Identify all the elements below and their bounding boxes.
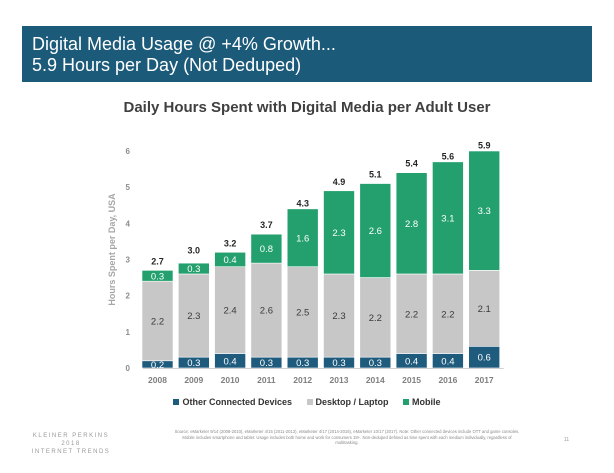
bar-value-label-mobile: 1.6	[296, 233, 309, 244]
bar-total-label: 2.7	[151, 256, 164, 266]
bar-value-label-other: 0.3	[260, 358, 273, 369]
bar-value-label-mobile: 0.3	[187, 264, 200, 275]
bar-value-label-desktop: 2.2	[405, 309, 418, 320]
bar-value-label-desktop: 2.4	[223, 306, 236, 317]
chart-title: Daily Hours Spent with Digital Media per…	[123, 99, 491, 116]
bar-segment-desktop	[359, 277, 392, 358]
bar-total-label: 5.9	[478, 141, 491, 151]
legend-swatch-desktop	[306, 399, 313, 405]
source-note: Source: eMarketer 9/14 (2008-2010), eMar…	[174, 429, 520, 446]
x-tick-label: 2016	[438, 375, 457, 385]
y-axis-title: Hours Spent per Day, USA	[107, 193, 117, 306]
x-tick-label: 2010	[221, 375, 240, 385]
y-tick-label: 0	[126, 364, 131, 373]
bar-segment-mobile	[468, 150, 501, 271]
bar-value-label-mobile: 2.8	[405, 219, 418, 230]
x-tick-label: 2014	[366, 375, 385, 385]
y-tick-label: 2	[126, 292, 131, 301]
bar-value-label-desktop: 2.6	[260, 306, 273, 317]
bar-segment-desktop	[286, 266, 319, 358]
legend-label-mobile: Mobile	[412, 397, 441, 407]
bar-value-label-other: 0.6	[478, 353, 491, 364]
bar-segment-desktop	[395, 273, 428, 354]
legend-swatch-mobile	[403, 399, 410, 405]
bar-value-label-other: 0.4	[223, 356, 236, 367]
bar-value-label-other: 0.2	[151, 360, 164, 371]
slide-title: Digital Media Usage @ +4% Growth...	[32, 34, 336, 54]
bar-segment-mobile	[359, 183, 392, 278]
bar-total-label: 4.3	[296, 198, 309, 208]
x-tick-label: 2015	[402, 375, 421, 385]
bar-value-label-mobile: 3.1	[441, 213, 454, 224]
bar-value-label-desktop: 2.2	[369, 313, 382, 324]
bar-segment-mobile	[432, 161, 464, 275]
bar-segment-mobile	[323, 190, 355, 275]
bar-value-label-other: 0.4	[441, 356, 454, 367]
bar-value-label-desktop: 2.3	[187, 311, 200, 322]
legend-label-other: Other Connected Devices	[182, 397, 292, 407]
bar-segment-mobile	[286, 208, 319, 268]
bar-total-label: 5.1	[369, 170, 382, 180]
bar-value-label-mobile: 2.6	[369, 226, 382, 237]
y-tick-label: 4	[126, 219, 131, 228]
bar-value-label-desktop: 2.1	[478, 304, 491, 315]
bar-value-label-other: 0.3	[296, 358, 309, 369]
bar-value-label-desktop: 2.3	[332, 311, 345, 322]
page-number: 11	[564, 437, 570, 443]
bar-total-label: 5.6	[442, 151, 455, 161]
bar-total-label: 3.0	[188, 246, 201, 256]
bar-value-label-other: 0.3	[332, 358, 345, 369]
chart-legend: Other Connected Devices Desktop / Laptop…	[0, 397, 614, 407]
x-tick-label: 2017	[475, 375, 494, 385]
bar-total-label: 4.9	[333, 177, 346, 187]
legend-swatch-other	[173, 399, 180, 405]
bar-value-label-other: 0.4	[405, 356, 418, 367]
bar-segment-desktop	[141, 280, 174, 362]
bar-total-label: 3.7	[260, 220, 273, 230]
brand-line-1: KLEINER PERKINS	[32, 433, 110, 439]
brand-line-2: 2018	[61, 441, 81, 447]
bar-value-label-mobile: 0.4	[223, 255, 236, 266]
bar-value-label-desktop: 2.5	[296, 307, 309, 318]
bar-segment-mobile	[214, 251, 246, 268]
bar-segment-mobile	[141, 270, 174, 282]
x-tick-label: 2008	[148, 375, 167, 385]
y-tick-label: 3	[126, 256, 131, 265]
brand-line-3: INTERNET TRENDS	[31, 449, 111, 455]
brand-logo: KLEINER PERKINS 2018 INTERNET TRENDS	[26, 432, 116, 456]
bar-segment-mobile	[250, 233, 283, 264]
x-tick-label: 2012	[293, 375, 312, 385]
slide-subtitle: 5.9 Hours per Day (Not Deduped)	[32, 55, 302, 75]
legend-item-other: Other Connected Devices	[173, 397, 292, 407]
legend-item-desktop: Desktop / Laptop	[306, 397, 389, 407]
legend-label-desktop: Desktop / Laptop	[315, 397, 389, 407]
bar-value-label-other: 0.3	[369, 358, 382, 369]
bar-value-label-desktop: 2.2	[151, 316, 164, 327]
bar-value-label-mobile: 2.3	[332, 228, 345, 239]
slide-header: Digital Media Usage @ +4% Growth... 5.9 …	[22, 26, 592, 82]
bar-value-label-desktop: 2.2	[441, 309, 454, 320]
y-tick-label: 1	[126, 328, 131, 337]
legend-item-mobile: Mobile	[403, 397, 441, 407]
bar-value-label-mobile: 3.3	[478, 206, 491, 217]
bar-value-label-mobile: 0.3	[151, 271, 164, 282]
bar-segment-mobile	[178, 262, 210, 275]
y-tick-label: 6	[126, 147, 131, 156]
x-tick-label: 2009	[184, 375, 203, 385]
bar-segment-desktop	[250, 262, 283, 358]
bar-segment-mobile	[395, 172, 428, 275]
bar-total-label: 3.2	[224, 238, 237, 248]
bar-segment-desktop	[178, 273, 210, 358]
bar-segment-desktop	[432, 273, 464, 354]
x-tick-label: 2011	[257, 375, 276, 385]
x-tick-label: 2013	[330, 375, 349, 385]
bar-total-label: 5.4	[405, 159, 418, 169]
bar-value-label-other: 0.3	[187, 358, 200, 369]
y-tick-label: 5	[126, 183, 131, 192]
bar-value-label-mobile: 0.8	[260, 244, 273, 255]
